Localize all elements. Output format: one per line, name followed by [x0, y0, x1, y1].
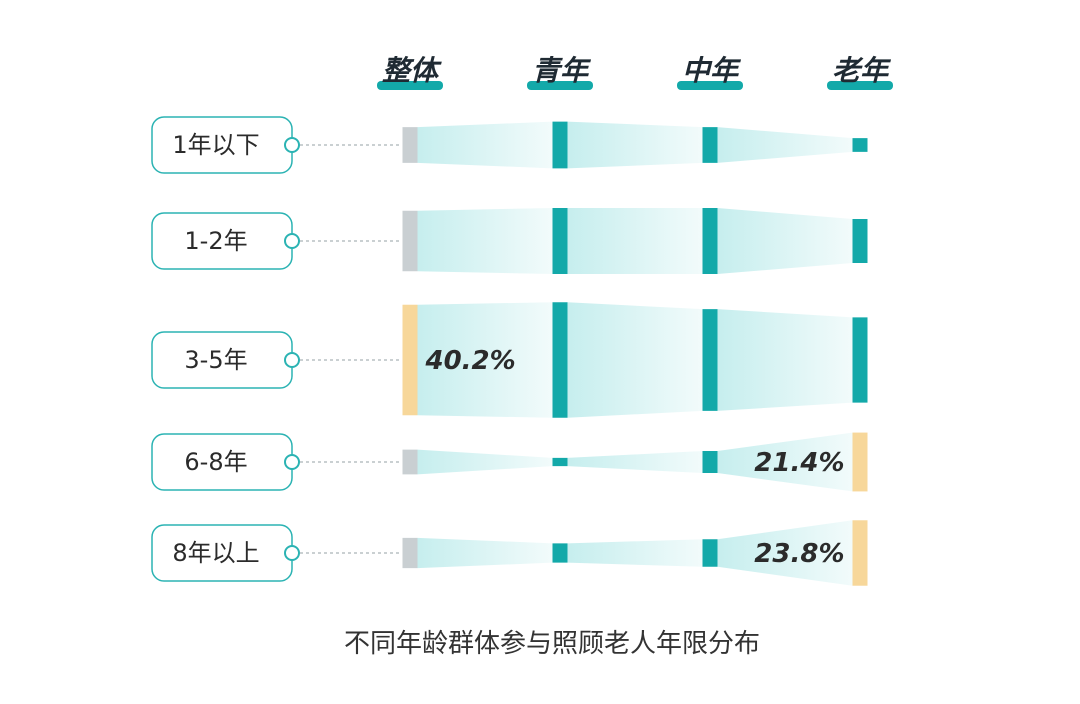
value-bar: [852, 138, 868, 152]
column-headers: 整体 青年 中年 老年: [377, 54, 893, 90]
value-labels: 40.2% 21.4% 23.8%: [425, 346, 845, 569]
flow-band: [717, 520, 853, 586]
value-bar: [552, 121, 568, 169]
flow-bands: [417, 121, 853, 586]
column-header: 中年: [682, 54, 742, 87]
value-bar: [552, 543, 568, 563]
value-bar: [402, 537, 418, 569]
value-bar: [852, 219, 868, 263]
value-bar: [702, 127, 718, 163]
value-bar: [552, 208, 568, 274]
flow-band: [417, 208, 553, 274]
flow-band: [567, 121, 703, 169]
value-bar: [402, 304, 418, 416]
value-bar: [852, 317, 868, 403]
value-bar: [402, 127, 418, 163]
column-underline: [827, 81, 893, 90]
value-bar: [552, 302, 568, 418]
column-header: 老年: [832, 54, 892, 87]
row-label: 3-5年: [184, 346, 247, 374]
value-bar: [702, 309, 718, 411]
column-underline: [677, 81, 743, 90]
row-label: 1-2年: [184, 227, 247, 255]
value-bar: [402, 210, 418, 272]
column-underline: [377, 81, 443, 90]
value-bar: [402, 449, 418, 475]
flow-band: [417, 537, 553, 569]
flow-band: [567, 208, 703, 274]
flow-band: [717, 208, 853, 274]
flow-band: [717, 432, 853, 492]
connector-dot: [284, 545, 300, 561]
flow-band: [417, 449, 553, 475]
value-label: 23.8%: [754, 539, 844, 569]
value-bar: [552, 457, 568, 467]
column-header: 整体: [382, 54, 442, 87]
column-underline: [527, 81, 593, 90]
column-header: 青年: [532, 54, 592, 87]
value-bar: [852, 520, 868, 586]
row-labels: 1年以下 1-2年 3-5年 6-8年 8年以上: [151, 116, 401, 582]
flow-band: [417, 302, 553, 418]
value-bar: [702, 451, 718, 473]
value-label: 40.2%: [425, 346, 516, 376]
chart-title: 不同年龄群体参与照顾老人年限分布: [344, 629, 760, 659]
column-bars: [402, 121, 868, 586]
row-label: 6-8年: [184, 448, 247, 476]
row-label: 8年以上: [172, 539, 259, 567]
flow-band: [717, 127, 853, 163]
value-bar: [702, 208, 718, 274]
flow-band: [567, 302, 703, 418]
connector-dot: [284, 233, 300, 249]
value-bar: [852, 432, 868, 492]
connector-dot: [284, 454, 300, 470]
connector-dot: [284, 137, 300, 153]
value-label: 21.4%: [754, 448, 844, 478]
flow-band: [567, 539, 703, 567]
flow-band: [417, 121, 553, 169]
flow-band: [567, 451, 703, 473]
row-label: 1年以下: [172, 131, 259, 159]
flow-band: [717, 309, 853, 411]
value-bar: [702, 539, 718, 567]
connector-dot: [284, 352, 300, 368]
